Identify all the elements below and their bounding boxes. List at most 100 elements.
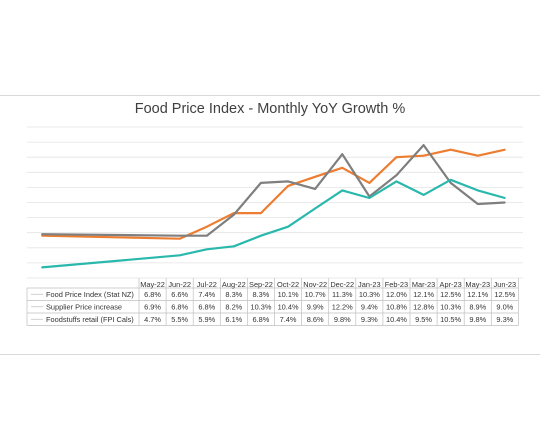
data-point <box>449 178 452 181</box>
data-point <box>205 225 208 228</box>
data-label: 10.7% <box>305 290 326 299</box>
data-point <box>314 188 317 190</box>
data-point <box>395 156 398 159</box>
category-label: May-22 <box>140 280 165 289</box>
gridlines <box>27 126 523 279</box>
data-label: 6.8% <box>253 315 270 324</box>
data-point <box>205 248 208 251</box>
category-label: Jul-22 <box>197 280 217 289</box>
data-label: 5.9% <box>198 315 215 324</box>
data-table: May-22 Jun-22 Jul-22 Aug-22 Sep-22 Oct-22 Nov-… <box>26 278 519 326</box>
data-point <box>368 197 371 199</box>
data-label: 10.5% <box>440 315 461 324</box>
data-label: 12.5% <box>440 290 461 299</box>
data-label: 12.8% <box>413 302 434 311</box>
data-label: 9.3% <box>361 315 378 324</box>
data-point <box>260 234 262 237</box>
data-label: 10.8% <box>386 302 407 311</box>
data-point <box>314 175 317 178</box>
data-label: 8.6% <box>307 315 324 324</box>
data-label: 10.4% <box>278 302 299 311</box>
data-label: 6.8% <box>171 302 188 311</box>
data-label: 8.2% <box>225 302 242 311</box>
data-point <box>41 266 43 269</box>
data-point <box>422 154 425 157</box>
category-label: May-23 <box>465 280 490 289</box>
data-label: 10.3% <box>440 302 461 311</box>
data-label: 8.9% <box>469 302 486 311</box>
data-point <box>341 153 344 156</box>
category-label: Jan-23 <box>358 280 381 289</box>
data-point <box>178 254 181 257</box>
data-point <box>260 181 262 184</box>
data-label: 9.9% <box>307 302 324 311</box>
data-label: 9.5% <box>415 315 432 324</box>
data-point <box>205 234 208 237</box>
data-label: 12.1% <box>413 290 434 299</box>
data-label: 10.3% <box>250 302 271 311</box>
data-point <box>287 225 289 228</box>
data-point <box>476 154 479 157</box>
category-label: Dec-22 <box>330 280 354 289</box>
category-label: Nov-22 <box>303 280 327 289</box>
category-label: Feb-23 <box>385 280 408 289</box>
data-label: 12.0% <box>386 290 407 299</box>
data-label: 6.9% <box>144 302 161 311</box>
data-label: 11.3% <box>332 290 353 299</box>
data-point <box>395 180 398 183</box>
data-point <box>178 234 181 237</box>
data-label: 9.3% <box>496 315 513 324</box>
data-point <box>178 237 181 240</box>
data-label: 10.3% <box>359 290 380 299</box>
data-point <box>232 245 235 248</box>
category-label: Oct-22 <box>277 280 299 289</box>
series-line-3 <box>41 178 506 269</box>
data-point <box>41 233 43 236</box>
data-point <box>314 207 317 210</box>
data-point <box>232 213 235 216</box>
data-point <box>395 174 398 177</box>
data-point <box>449 181 452 184</box>
data-label: 5.5% <box>171 315 188 324</box>
category-label: Jun-22 <box>168 280 191 289</box>
legend-label: Foodstuffs retail (FPI Cals) <box>46 315 134 324</box>
data-label: 6.8% <box>198 302 215 311</box>
data-label: 9.0% <box>496 302 513 311</box>
data-label: 8.3% <box>253 290 270 299</box>
data-point <box>368 181 371 184</box>
category-label: Sep-22 <box>249 280 273 289</box>
data-point <box>287 180 289 183</box>
data-point <box>503 201 506 204</box>
data-label: 7.4% <box>198 290 215 299</box>
data-label: 10.1% <box>278 290 299 299</box>
data-label: 7.4% <box>280 315 297 324</box>
chart-title: Food Price Index - Monthly YoY Growth % <box>134 101 406 117</box>
data-point <box>449 148 452 151</box>
data-label: 12.1% <box>467 290 488 299</box>
category-label: Apr-23 <box>440 280 462 289</box>
series-lines <box>41 144 506 269</box>
category-label: Jun-23 <box>494 280 517 289</box>
series-line-2 <box>41 144 505 237</box>
legend-label: Supplier Price increase <box>46 302 122 311</box>
data-point <box>341 166 344 169</box>
legend-label: Food Price Index (Stat NZ) <box>46 290 134 299</box>
data-label: 6.6% <box>171 290 188 299</box>
data-label: 9.4% <box>361 302 378 311</box>
data-label: 10.4% <box>386 315 407 324</box>
data-point <box>341 189 344 192</box>
data-point <box>503 148 506 151</box>
data-label: 4.7% <box>144 315 161 324</box>
data-label: 8.3% <box>225 290 242 299</box>
data-point <box>287 184 289 187</box>
data-label: 12.5% <box>494 290 515 299</box>
data-label: 9.8% <box>334 315 351 324</box>
data-label: 9.8% <box>469 315 486 324</box>
data-label: 6.1% <box>225 315 242 324</box>
data-point <box>476 203 479 205</box>
data-point <box>260 212 262 214</box>
category-label: Aug-22 <box>222 280 246 289</box>
category-label: Mar-23 <box>412 280 435 289</box>
data-point <box>476 189 479 192</box>
